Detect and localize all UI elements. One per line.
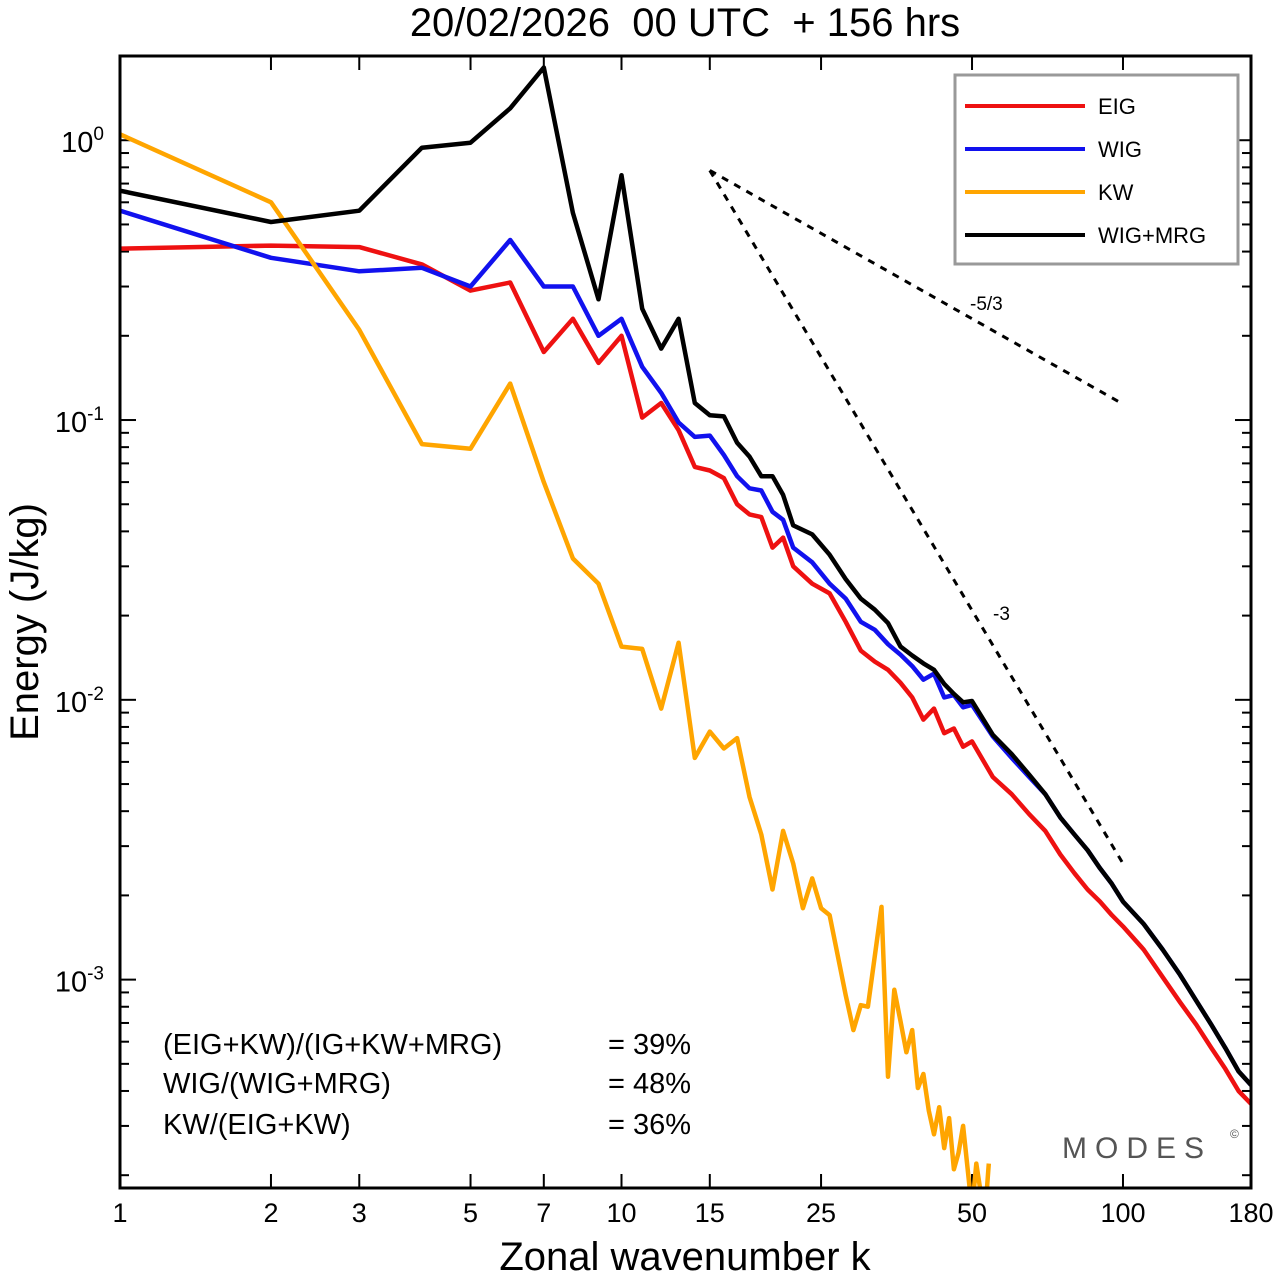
ratio-eig-kw-value: = 39% — [608, 1029, 691, 1061]
legend-label: WIG — [1098, 137, 1142, 162]
ratio-eig-kw-label: (EIG+KW)/(IG+KW+MRG) — [163, 1029, 502, 1061]
modes-watermark: MODES — [1062, 1132, 1212, 1165]
slope-reference-line — [709, 169, 1124, 406]
x-tick-label: 180 — [1228, 1198, 1273, 1228]
x-tick-label: 3 — [352, 1198, 367, 1228]
x-tick-label: 15 — [695, 1198, 725, 1228]
slope-reference-line — [708, 169, 1125, 865]
x-axis-label: Zonal wavenumber k — [499, 1235, 871, 1279]
x-tick-label: 25 — [806, 1198, 836, 1228]
x-tick-label: 1 — [112, 1198, 127, 1228]
ratio-kw-value: = 36% — [608, 1109, 691, 1141]
x-tick-label: 100 — [1100, 1198, 1145, 1228]
ratio-annotations: (EIG+KW)/(IG+KW+MRG) = 39% WIG/(WIG+MRG)… — [163, 1029, 691, 1141]
legend: EIG WIG KW WIG+MRG — [953, 73, 1240, 266]
copyright-mark: © — [1230, 1127, 1239, 1141]
y-tick-label: 10-2 — [55, 684, 104, 719]
x-tick-label: 2 — [263, 1198, 278, 1228]
x-tick-label: 10 — [606, 1198, 636, 1228]
legend-label: KW — [1098, 180, 1134, 205]
y-tick-label: 10-1 — [55, 404, 104, 439]
ratio-wig-value: = 48% — [608, 1068, 691, 1100]
plot-frame — [118, 54, 1253, 1190]
x-tick-label: 50 — [957, 1198, 987, 1228]
ratio-wig-label: WIG/(WIG+MRG) — [163, 1068, 391, 1100]
legend-label: EIG — [1098, 94, 1136, 119]
series-line-kw — [120, 132, 992, 1188]
slope-label-3: -3 — [993, 604, 1010, 625]
x-tick-label: 5 — [463, 1198, 478, 1228]
ratio-kw-label: KW/(EIG+KW) — [163, 1109, 351, 1141]
slope-label-5-3: -5/3 — [970, 294, 1003, 315]
legend-label: WIG+MRG — [1098, 223, 1206, 248]
y-axis-label: Energy (J/kg) — [3, 503, 47, 741]
chart-title: 20/02/2026 00 UTC + 156 hrs — [410, 1, 960, 45]
y-tick-label: 10-3 — [55, 964, 104, 999]
series-line-eig — [120, 243, 1251, 1106]
x-tick-label: 7 — [536, 1198, 551, 1228]
y-tick-label: 100 — [61, 124, 104, 159]
series-line-wig-mrg — [120, 65, 1251, 1087]
